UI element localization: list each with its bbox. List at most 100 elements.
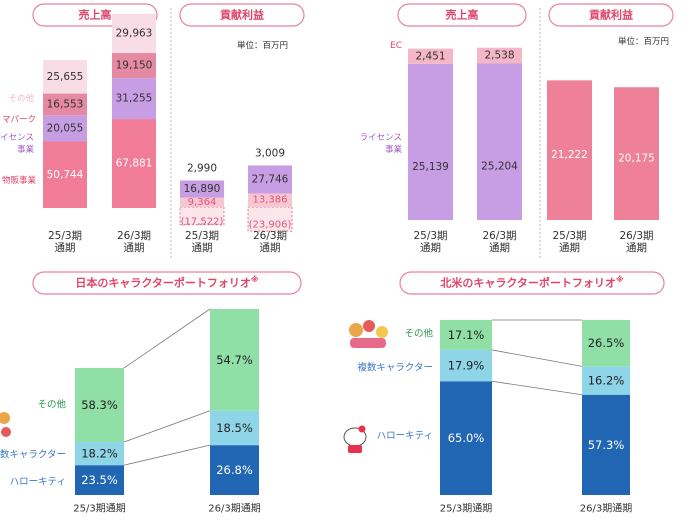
na-sales-category-0-0: 25/3期 [413, 230, 447, 242]
na-portfolio-value-1-1: 16.2% [588, 374, 625, 388]
sales-bar-1-3 [112, 13, 156, 54]
jp-portfolio-legend-0: ハローキティ [10, 477, 66, 488]
profit-bar-1-1 [248, 193, 292, 207]
na-profit-unit: 単位：百万円 [618, 36, 669, 47]
na-profit-category-1-0: 26/3期 [619, 230, 653, 242]
na-profit-bar-0 [547, 80, 592, 220]
sales-title: 売上高 [79, 8, 112, 22]
hello-kitty-body [348, 445, 362, 453]
na-profit-category-0-1: 通期 [559, 242, 580, 254]
na-portfolio-bar-0-2 [440, 320, 492, 350]
jp-portfolio-value-0-0: 23.5% [81, 473, 118, 487]
sales-value-1-2: 19,150 [116, 60, 153, 72]
na-profit-title: 貢献利益 [589, 8, 633, 22]
na-characters-icon [349, 320, 388, 348]
na-sales-value-0-ec: 2,451 [415, 50, 445, 62]
na-sales-title-pill [397, 3, 527, 27]
profit-value-1-2: 27,746 [252, 173, 289, 185]
sales-legend-license-1: ライセンス [0, 133, 34, 143]
na-portfolio-legend-0: ハローキティ [377, 431, 433, 442]
na-portfolio-title: 北米のキャラクターポートフォリオ※ [440, 274, 624, 290]
profit-title: 貢献利益 [220, 8, 264, 22]
na-character-2 [363, 320, 375, 332]
sales-category-0-0: 25/3期 [48, 230, 82, 242]
sales-legend-license-2: 事業 [17, 144, 35, 155]
jp-portfolio-connector-1 [123, 444, 211, 466]
na-portfolio-connector-2 [491, 349, 583, 367]
na-portfolio-legend-2: その他 [404, 328, 433, 340]
na-character-3 [376, 326, 388, 338]
na-portfolio-value-1-2: 26.5% [588, 336, 625, 350]
na-portfolio-category-1: 26/3期通期 [580, 503, 632, 515]
sales-value-0-1: 20,055 [47, 122, 84, 134]
profit-value-1-1: 13,386 [253, 195, 288, 206]
na-sales-bar-0-ec [408, 48, 453, 64]
na-portfolio-bar-1-1 [582, 366, 630, 395]
profit-value-0-1: 9,364 [188, 197, 217, 208]
jp-portfolio-connector-3 [123, 308, 211, 369]
sales-value-0-3: 25,655 [47, 71, 84, 83]
na-sales-bar-1-ec [477, 47, 522, 64]
na-profit-value-1: 20,175 [618, 153, 655, 165]
jp-portfolio-bar-0-2 [75, 368, 124, 443]
na-portfolio-bar-1-0 [582, 394, 630, 495]
hello-kitty-bow [358, 425, 366, 433]
profit-value-0-2: 16,890 [184, 183, 221, 195]
jp-character-body [1, 427, 11, 437]
jp-portfolio-bar-1-0 [210, 445, 259, 495]
na-sales-title: 売上高 [446, 8, 479, 22]
na-sales-legend-license-2: 事業 [385, 144, 403, 155]
sales-value-1-1: 31,255 [116, 93, 153, 105]
sales-bar-0-1 [43, 115, 87, 142]
jp-portfolio-bar-1-1 [210, 410, 259, 446]
sales-bar-0-3 [43, 59, 87, 94]
sales-bar-1-1 [112, 78, 156, 120]
sales-value-1-0: 67,881 [116, 158, 153, 170]
profit-value-0-0: (17,522) [181, 216, 224, 227]
na-character-1 [349, 323, 363, 337]
sales-bar-1-2 [112, 53, 156, 79]
profit-unit: 単位：百万円 [237, 40, 288, 51]
na-portfolio-title-pill [399, 271, 665, 295]
na-portfolio-value-0-2: 17.1% [448, 328, 485, 342]
na-profit-category-1-1: 通期 [626, 242, 647, 254]
na-portfolio-bar-0-1 [440, 349, 492, 382]
na-profit-category-0-0: 25/3期 [552, 230, 586, 242]
jp-portfolio-bar-0-0 [75, 465, 124, 495]
jp-portfolio-title-mark: ※ [251, 274, 259, 284]
jp-portfolio-legend-2: その他 [37, 399, 66, 411]
hello-kitty-icon [343, 425, 367, 453]
na-portfolio-value-0-0: 65.0% [448, 431, 485, 445]
jp-portfolio-legend-1: 数キャラクター [0, 449, 66, 461]
sales-value-0-0: 50,744 [47, 169, 84, 181]
na-portfolio-title-mark: ※ [616, 274, 624, 284]
na-portfolio-legend-1: 複数キャラクター [357, 362, 433, 374]
jp-portfolio-title: 日本のキャラクターポートフォリオ※ [75, 274, 259, 290]
na-portfolio-category-0: 25/3期通期 [440, 503, 492, 515]
na-sales-category-1-0: 26/3期 [482, 230, 516, 242]
na-profit-bar-1 [614, 87, 659, 220]
sales-legend-merch: 物販事業 [2, 175, 37, 186]
sales-legend-other: その他 [8, 93, 34, 104]
jp-portfolio-category-0: 25/3期通期 [73, 503, 125, 515]
jp-character-icon [0, 412, 11, 437]
sales-bar-1-0 [112, 119, 156, 208]
profit-bar-0-2 [180, 180, 224, 198]
jp-portfolio-bar-1-2 [210, 309, 259, 411]
sales-bar-0-2 [43, 93, 87, 116]
sales-category-1-0: 26/3期 [117, 230, 151, 242]
jp-portfolio-value-0-1: 18.2% [81, 447, 118, 461]
profit-title-pill [179, 3, 305, 27]
na-character-base [350, 338, 386, 348]
jp-portfolio-value-1-1: 18.5% [216, 421, 253, 435]
na-sales-bar-1-license [477, 63, 522, 221]
na-sales-value-1-ec: 2,538 [484, 50, 514, 62]
na-sales-legend-license-1: ライセンス [360, 133, 402, 143]
profit-category-0-1: 通期 [192, 242, 213, 254]
jp-character-head [0, 412, 10, 424]
na-portfolio-bar-1-2 [582, 320, 630, 367]
sales-category-1-1: 通期 [124, 242, 145, 254]
sales-category-0-1: 通期 [55, 242, 76, 254]
sales-value-1-3: 29,963 [116, 27, 153, 39]
